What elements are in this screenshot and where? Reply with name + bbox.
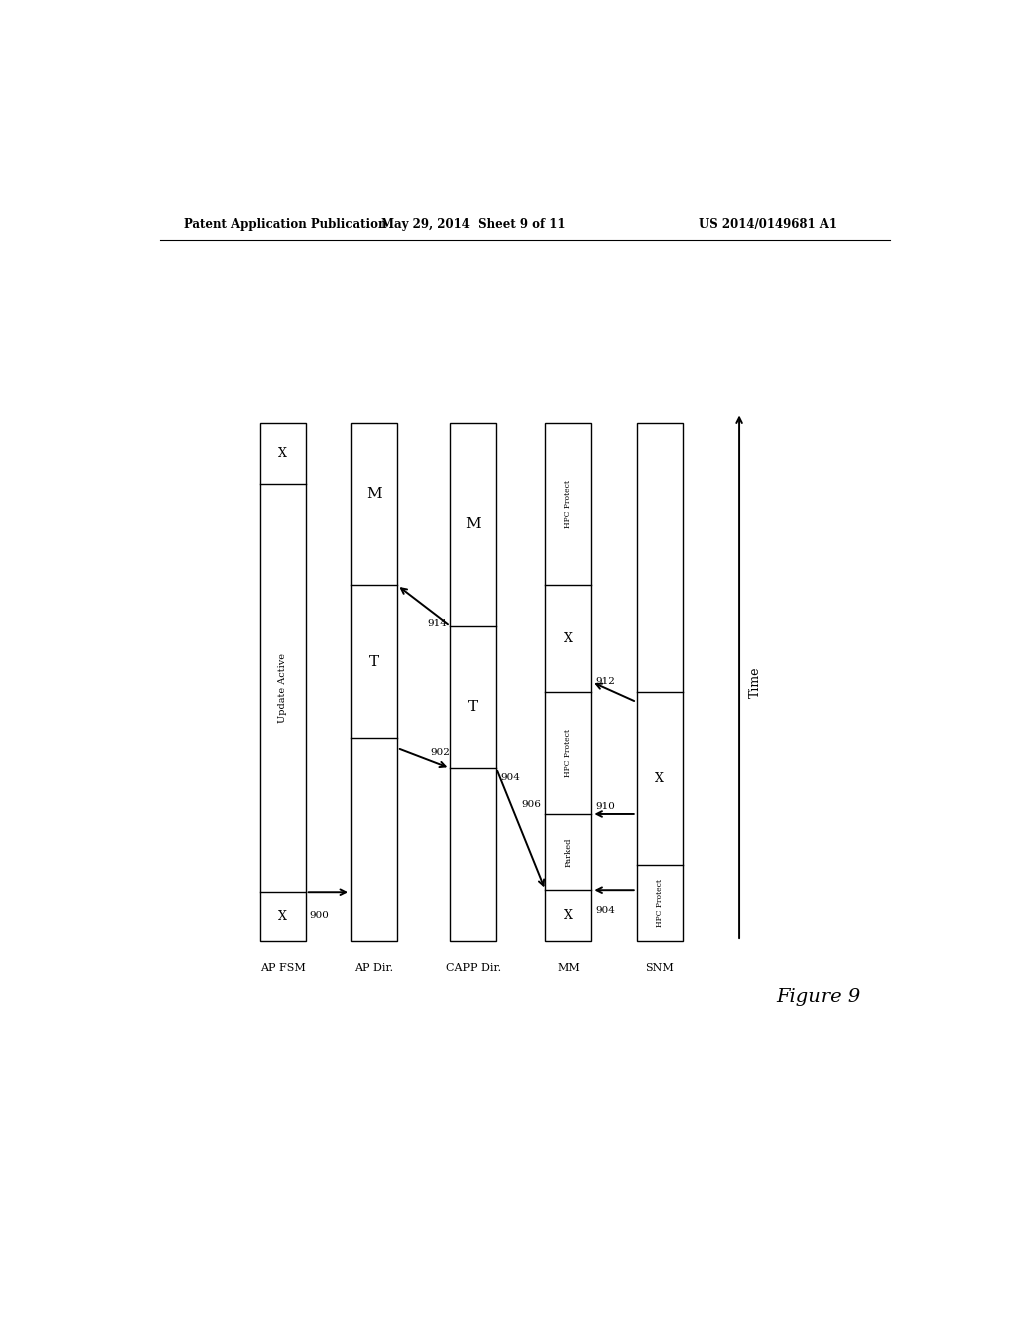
Text: X: X [564, 909, 572, 923]
Text: X: X [279, 909, 287, 923]
Text: X: X [279, 446, 287, 459]
Text: M: M [367, 487, 382, 500]
Text: Time: Time [749, 667, 762, 697]
Bar [546, 422, 592, 941]
Text: T: T [468, 700, 478, 714]
Text: HPC Protect: HPC Protect [564, 729, 572, 777]
Text: 900: 900 [309, 911, 330, 920]
Text: M: M [465, 517, 481, 532]
Text: US 2014/0149681 A1: US 2014/0149681 A1 [699, 218, 838, 231]
Bar [451, 422, 497, 941]
Text: 914: 914 [428, 619, 447, 628]
Bar [637, 422, 683, 941]
Text: T: T [369, 655, 379, 668]
Text: SNM: SNM [645, 964, 674, 973]
Text: CAPP Dir.: CAPP Dir. [445, 964, 501, 973]
Text: Update Active: Update Active [279, 653, 288, 723]
Text: May 29, 2014  Sheet 9 of 11: May 29, 2014 Sheet 9 of 11 [381, 218, 565, 231]
Text: HPC Protect: HPC Protect [564, 480, 572, 528]
Text: AP FSM: AP FSM [260, 964, 305, 973]
Text: 906: 906 [521, 800, 542, 809]
Bar [260, 422, 306, 941]
Text: X: X [564, 632, 572, 645]
Text: Figure 9: Figure 9 [776, 987, 860, 1006]
Text: 910: 910 [595, 803, 615, 810]
Bar [351, 422, 397, 941]
Text: 904: 904 [595, 907, 615, 916]
Text: AP Dir.: AP Dir. [354, 964, 393, 973]
Text: 904: 904 [500, 774, 520, 783]
Text: X: X [655, 772, 665, 785]
Text: Parked: Parked [564, 837, 572, 867]
Text: MM: MM [557, 964, 580, 973]
Text: 902: 902 [430, 748, 450, 758]
Text: Patent Application Publication: Patent Application Publication [183, 218, 386, 231]
Text: HPC Protect: HPC Protect [655, 879, 664, 927]
Text: 912: 912 [595, 677, 615, 686]
